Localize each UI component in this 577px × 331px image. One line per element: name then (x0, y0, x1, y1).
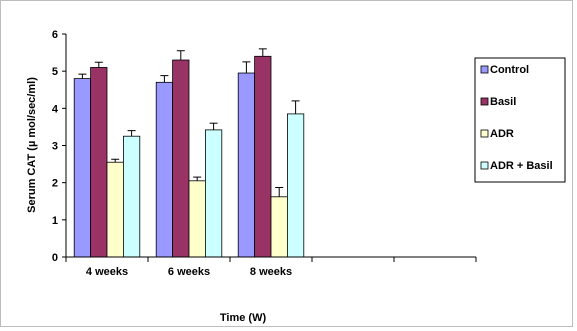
bar-control (155, 81, 173, 258)
x-axis-title: Time (W) (220, 312, 267, 324)
y-tick-label: 4 (52, 103, 59, 115)
legend-label: Basil (490, 96, 516, 108)
legend-swatch (480, 97, 489, 106)
x-axis-categories: 4 weeks 6 weeks 8 weeks (65, 257, 477, 278)
y-tick-label: 3 (52, 141, 58, 153)
bar-adr (188, 180, 206, 258)
x-category-label: 8 weeks (250, 266, 292, 278)
legend: Control Basil ADR ADR + Basil (474, 57, 566, 183)
y-tick-label: 5 (52, 66, 58, 78)
y-axis-title: Serum CAT (µ mol/sec/ml) (26, 77, 38, 213)
bar-adr-basil (123, 135, 141, 258)
bar-basil (90, 67, 108, 258)
y-tick-label: 1 (52, 215, 58, 227)
bar-adr-basil (286, 113, 305, 258)
y-tick-label: 2 (52, 178, 58, 190)
legend-swatch (480, 129, 489, 138)
y-axis-ticks: 0 1 2 3 4 5 6 (52, 29, 66, 264)
bar-series (73, 48, 305, 258)
y-tick-label: 6 (52, 29, 58, 41)
bar-control (237, 72, 255, 258)
legend-label: Control (490, 64, 529, 76)
bar-basil (172, 59, 190, 258)
y-tick-label: 0 (52, 252, 58, 264)
legend-swatch (480, 161, 489, 170)
legend-label: ADR + Basil (490, 160, 553, 172)
legend-label: ADR (490, 128, 514, 140)
bar-adr-basil (204, 129, 223, 258)
legend-swatch (480, 65, 489, 74)
bar-adr (106, 161, 124, 258)
bar-basil (254, 55, 272, 258)
x-category-label: 4 weeks (86, 266, 128, 278)
bar-control (73, 78, 91, 258)
legend-box (474, 57, 566, 183)
bar-adr (270, 196, 288, 258)
x-category-label: 6 weeks (168, 266, 210, 278)
